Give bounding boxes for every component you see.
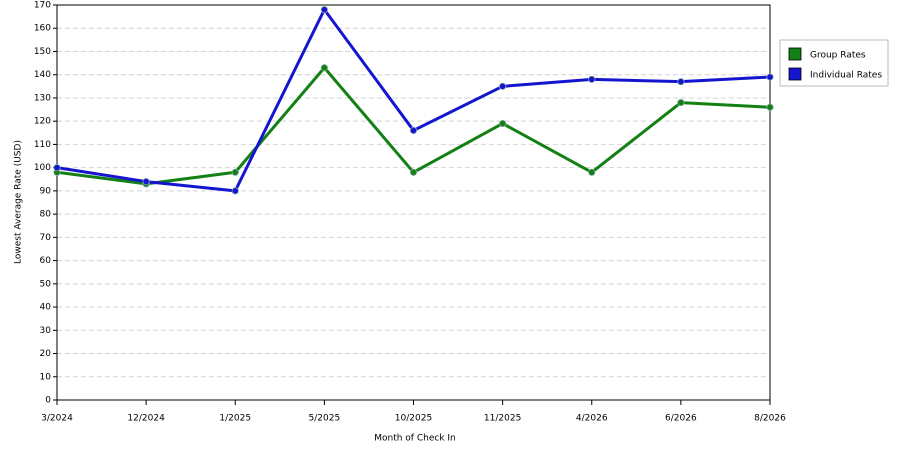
data-point — [409, 126, 418, 135]
y-tick-label: 160 — [34, 24, 51, 34]
y-tick-label: 60 — [40, 256, 52, 266]
y-tick-label: 50 — [40, 279, 52, 289]
x-tick-label: 3/2024 — [41, 414, 73, 424]
y-tick-label: 10 — [40, 372, 52, 382]
y-tick-label: 30 — [40, 326, 52, 336]
x-tick-label: 11/2025 — [484, 414, 521, 424]
x-tick-label: 5/2025 — [309, 414, 341, 424]
x-tick-label: 10/2025 — [395, 414, 432, 424]
data-point — [53, 164, 61, 172]
legend-label: Individual Rates — [810, 71, 882, 81]
data-point — [231, 168, 239, 176]
data-point — [320, 64, 328, 72]
y-tick-label: 90 — [40, 186, 52, 196]
data-point — [231, 187, 239, 195]
legend-swatch — [788, 47, 802, 61]
y-tick-label: 120 — [34, 117, 51, 127]
y-tick-label: 140 — [34, 70, 51, 80]
data-point — [766, 103, 774, 111]
legend-label: Group Rates — [810, 51, 866, 61]
data-point — [588, 168, 596, 176]
y-tick-label: 130 — [34, 93, 51, 103]
data-point — [320, 6, 328, 14]
legend-swatch — [788, 67, 802, 81]
data-point — [499, 82, 507, 90]
x-tick-label: 1/2025 — [219, 414, 251, 424]
data-point — [409, 168, 418, 176]
y-tick-label: 80 — [40, 210, 52, 220]
y-tick-label: 100 — [34, 163, 51, 173]
y-tick-label: 70 — [40, 233, 52, 243]
y-tick-label: 150 — [34, 47, 51, 57]
y-tick-label: 0 — [45, 396, 51, 406]
x-tick-label: 12/2024 — [127, 414, 165, 424]
x-tick-label: 6/2026 — [665, 414, 697, 424]
y-axis-title: Lowest Average Rate (USD) — [14, 140, 24, 264]
y-tick-label: 20 — [40, 349, 52, 359]
y-tick-label: 40 — [40, 303, 52, 313]
data-point — [499, 119, 507, 128]
x-axis-title: Month of Check In — [374, 434, 456, 444]
data-point — [588, 75, 596, 83]
y-tick-label: 170 — [34, 1, 51, 11]
data-point — [677, 78, 685, 86]
data-point — [677, 98, 685, 107]
data-point — [766, 73, 774, 81]
data-point — [142, 177, 150, 186]
x-tick-label: 8/2026 — [754, 414, 786, 424]
x-tick-label: 4/2026 — [576, 414, 608, 424]
y-tick-label: 110 — [34, 140, 51, 150]
